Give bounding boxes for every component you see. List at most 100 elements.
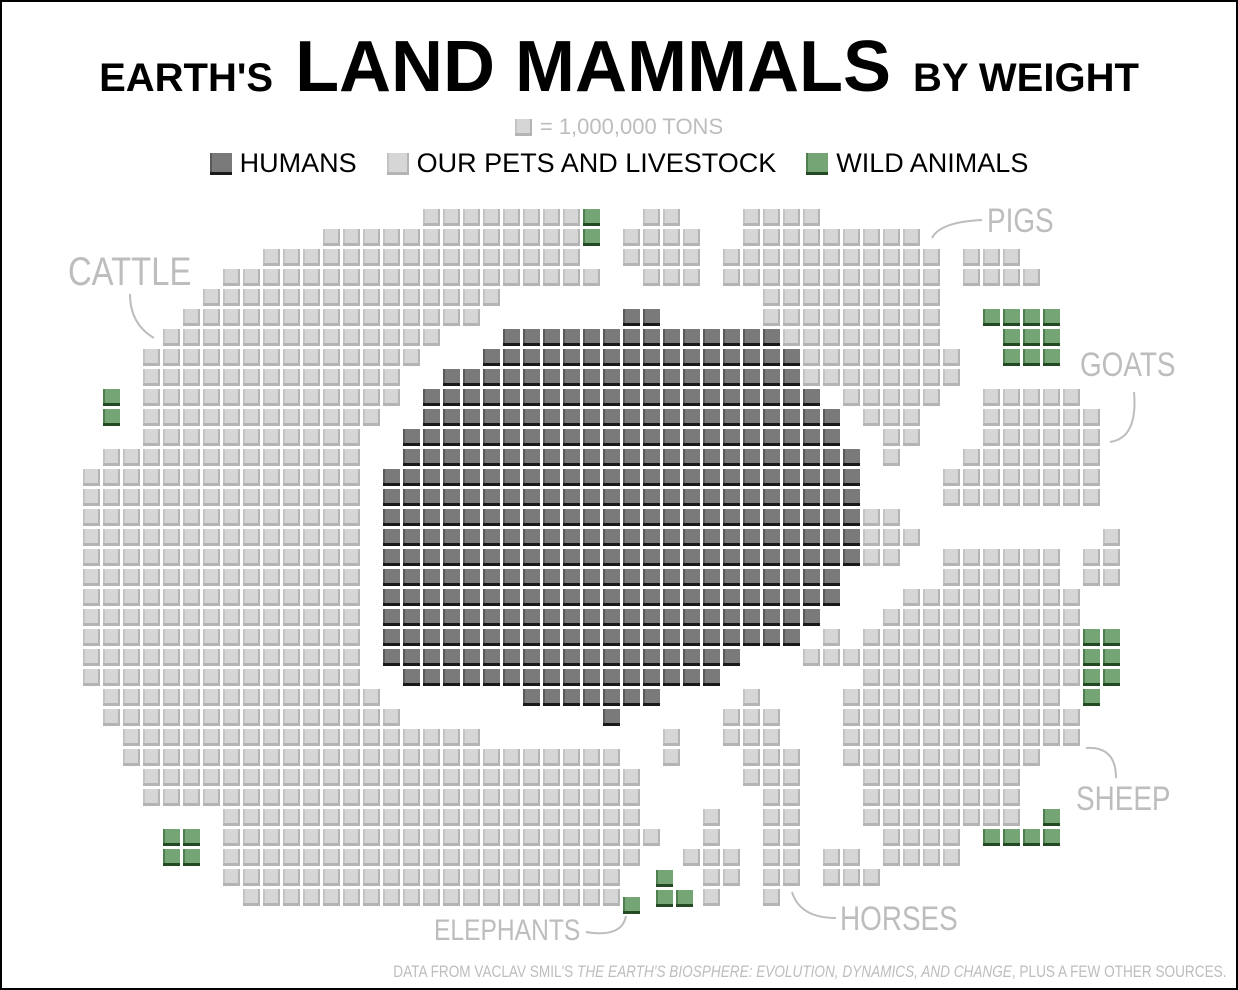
cattle-square [523,849,540,866]
cattle-square [343,449,360,466]
pig-square [823,369,840,386]
pig-square [883,389,900,406]
sheep-square [883,769,900,786]
livestock-square [643,249,660,266]
cattle-square [203,769,220,786]
sheep-square [1043,589,1060,606]
sheep-square [883,709,900,726]
cattle-square [383,269,400,286]
cattle-square [543,829,560,846]
cattle-square [403,809,420,826]
pig-square [783,289,800,306]
sheep-square [1043,629,1060,646]
cattle-square [363,309,380,326]
cattle-square [163,329,180,346]
cattle-square [203,429,220,446]
cattle-square [443,769,460,786]
goat-square [1043,389,1060,406]
cattle-square [223,369,240,386]
human-square [643,509,660,526]
goat-square [863,529,880,546]
human-square [423,549,440,566]
goat-square [1063,409,1080,426]
cattle-square [163,409,180,426]
human-square [543,449,560,466]
sheep-square [903,689,920,706]
human-square [843,549,860,566]
cattle-square [143,669,160,686]
human-square [643,489,660,506]
cattle-square [423,829,440,846]
human-square [643,609,660,626]
goat-square [1083,489,1100,506]
pig-square [883,309,900,326]
scale-note-row: = 1,000,000 TONS [2,114,1236,140]
cattle-square [243,629,260,646]
pig-square [783,249,800,266]
human-square [523,549,540,566]
sheep-square [1043,609,1060,626]
cattle-square [483,289,500,306]
wild-square [1023,329,1040,346]
cattle-square [563,849,580,866]
cattle-square [363,749,380,766]
pig-square [883,289,900,306]
human-square [483,409,500,426]
cattle-square [263,409,280,426]
human-square [603,469,620,486]
cattle-square [263,309,280,326]
sheep-square [963,809,980,826]
cattle-square [243,789,260,806]
pig-square [903,229,920,246]
goat-square [1003,409,1020,426]
human-square [563,489,580,506]
human-square [623,369,640,386]
sheep-square [943,669,960,686]
cattle-square [343,569,360,586]
cattle-square [403,749,420,766]
human-square [683,429,700,446]
human-square [823,489,840,506]
cattle-square [123,629,140,646]
human-square [563,549,580,566]
cattle-square [563,889,580,906]
human-square [403,489,420,506]
cattle-square [263,729,280,746]
pig-square [803,209,820,226]
cattle-square [243,349,260,366]
cattle-square [143,409,160,426]
human-square [743,349,760,366]
livestock-square [623,249,640,266]
cattle-square [223,849,240,866]
human-square [563,429,580,446]
cattle-square [283,429,300,446]
human-square [663,369,680,386]
human-square [823,449,840,466]
cattle-square [203,509,220,526]
cattle-square [343,549,360,566]
human-square [703,369,720,386]
cattle-square [443,209,460,226]
cattle-square [483,209,500,226]
human-square [583,429,600,446]
cattle-square [163,489,180,506]
cattle-square [363,229,380,246]
goat-square [1063,449,1080,466]
cattle-square [283,889,300,906]
cattle-square [243,709,260,726]
sheep-square [903,669,920,686]
goat-square [1023,449,1040,466]
sheep-square [983,629,1000,646]
cattle-square [243,689,260,706]
cattle-square [263,589,280,606]
cattle-square [143,569,160,586]
cattle-square [343,249,360,266]
cattle-square [243,269,260,286]
pig-square [803,249,820,266]
human-square [663,449,680,466]
cattle-square [243,649,260,666]
sheep-square [1023,629,1040,646]
cattle-square [423,229,440,246]
human-square [503,409,520,426]
